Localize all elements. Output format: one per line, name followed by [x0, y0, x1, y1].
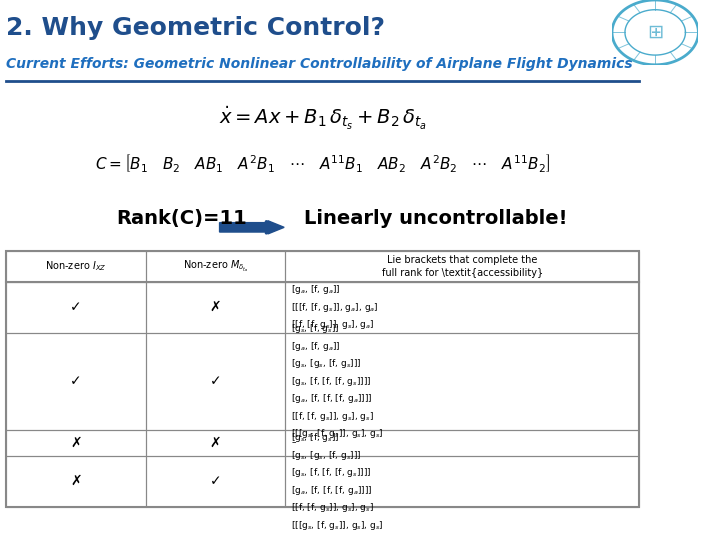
- Text: $C = \left[B_1 \quad B_2 \quad AB_1 \quad A^2B_1 \quad \cdots \quad A^{11}B_1 \q: $C = \left[B_1 \quad B_2 \quad AB_1 \qua…: [95, 152, 551, 173]
- Bar: [145, 333, 285, 430]
- Text: [g$_s$, [f, g$_s$]]
[g$_a$, [f, g$_a$]]
[g$_s$, [g$_s$, [f, g$_s$]]]
[g$_s$, [f,: [g$_s$, [f, g$_s$]] [g$_a$, [f, g$_a$]] …: [292, 322, 384, 441]
- Bar: [145, 251, 285, 281]
- Bar: [285, 333, 639, 430]
- Bar: [285, 456, 639, 507]
- Text: ✗: ✗: [71, 474, 82, 488]
- Text: ✓: ✓: [71, 374, 82, 388]
- Bar: [145, 281, 285, 333]
- Bar: [6, 333, 145, 430]
- Text: Lie brackets that complete the
full rank for \textit{accessibility}: Lie brackets that complete the full rank…: [382, 255, 543, 278]
- Bar: [285, 251, 639, 281]
- Text: Linearly uncontrollable!: Linearly uncontrollable!: [304, 209, 567, 228]
- Bar: [6, 251, 145, 281]
- Text: ✓: ✓: [210, 474, 221, 488]
- Text: [g$_s$, [f, g$_s$]]
[g$_s$, [g$_s$, [f, g$_s$]]]
[g$_s$, [f, [f, [f, g$_s$]]]]
[: [g$_s$, [f, g$_s$]] [g$_s$, [g$_s$, [f, …: [292, 431, 384, 531]
- Text: ✗: ✗: [210, 300, 221, 314]
- Bar: [6, 456, 145, 507]
- Text: ✗: ✗: [210, 436, 221, 450]
- Text: ✗: ✗: [71, 436, 82, 450]
- Bar: [6, 251, 639, 507]
- Text: $\dot{x} = Ax + B_1\,\delta_{t_s} + B_2\,\delta_{t_a}$: $\dot{x} = Ax + B_1\,\delta_{t_s} + B_2\…: [219, 105, 427, 132]
- Bar: [6, 281, 145, 333]
- Text: [g$_a$, [f, g$_a$]]
[[[f, [f, g$_s$]], g$_a$], g$_a$]
[[f, [f, g$_s$]], g$_s$], : [g$_a$, [f, g$_a$]] [[[f, [f, g$_s$]], g…: [292, 283, 379, 331]
- Text: Non-zero $I_{XZ}$: Non-zero $I_{XZ}$: [45, 259, 107, 273]
- Bar: [285, 281, 639, 333]
- Text: Current Efforts: Geometric Nonlinear Controllability of Airplane Flight Dynamics: Current Efforts: Geometric Nonlinear Con…: [6, 57, 633, 71]
- Text: 2. Why Geometric Control?: 2. Why Geometric Control?: [6, 16, 385, 39]
- Text: Non-zero $M_{\delta_{t_a}}$: Non-zero $M_{\delta_{t_a}}$: [183, 258, 248, 274]
- Text: ⊞: ⊞: [647, 23, 663, 42]
- Text: ✓: ✓: [210, 374, 221, 388]
- Text: Rank(C)=11: Rank(C)=11: [116, 209, 247, 228]
- Bar: [285, 430, 639, 456]
- Text: ✓: ✓: [71, 300, 82, 314]
- Text: –: –: [292, 438, 296, 448]
- FancyArrow shape: [220, 221, 284, 234]
- Bar: [6, 430, 145, 456]
- Bar: [145, 456, 285, 507]
- Bar: [145, 430, 285, 456]
